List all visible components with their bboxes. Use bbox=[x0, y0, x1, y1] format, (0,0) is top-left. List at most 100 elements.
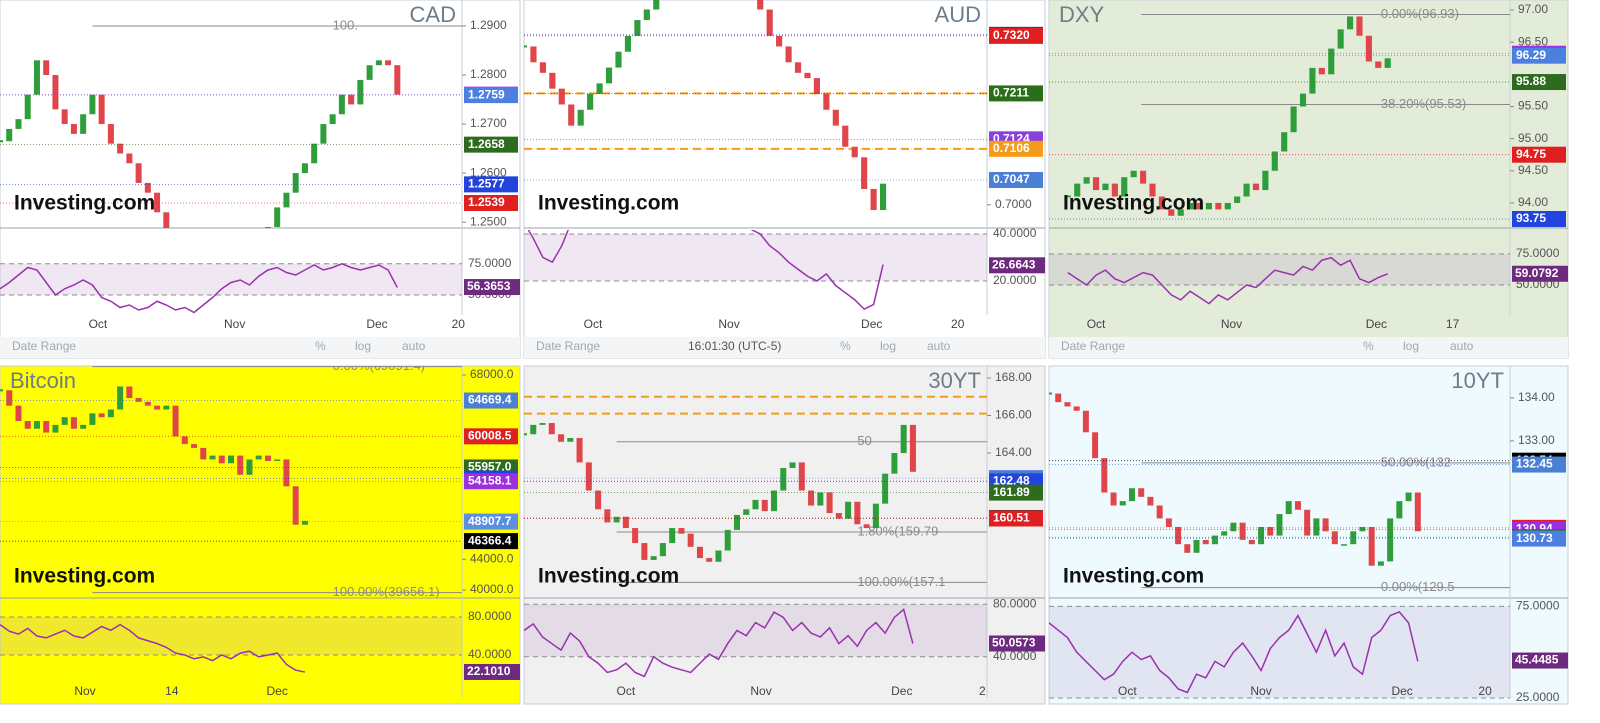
candle bbox=[1396, 501, 1403, 519]
candle bbox=[851, 146, 858, 158]
x-tick-label: 17 bbox=[1446, 317, 1460, 331]
toolbar-item[interactable]: log bbox=[1403, 339, 1419, 353]
candle bbox=[1328, 48, 1335, 75]
price-badge bbox=[464, 392, 518, 409]
candle bbox=[891, 453, 898, 474]
watermark: Investing.com bbox=[538, 565, 679, 588]
panel-background bbox=[523, 365, 1046, 705]
candle bbox=[89, 413, 96, 425]
candle bbox=[1384, 58, 1391, 68]
rsi-band bbox=[1049, 254, 1510, 286]
chart-title: AUD bbox=[935, 2, 981, 27]
candle bbox=[798, 462, 805, 491]
candle bbox=[743, 509, 750, 515]
price-badge bbox=[464, 473, 518, 490]
rsi-badge-label: 26.6643 bbox=[992, 257, 1036, 271]
candle bbox=[615, 51, 622, 68]
candle bbox=[587, 93, 594, 110]
candle bbox=[1252, 183, 1260, 191]
toolbar-item[interactable]: % bbox=[315, 339, 326, 353]
candle bbox=[1377, 561, 1384, 566]
rsi-pane bbox=[1049, 610, 1419, 694]
toolbar-item[interactable]: auto bbox=[1450, 339, 1474, 353]
candle bbox=[813, 78, 820, 94]
candle bbox=[375, 60, 382, 66]
candle bbox=[539, 62, 546, 73]
toolbar-item[interactable]: Date Range bbox=[12, 339, 76, 353]
candle bbox=[1299, 93, 1307, 107]
candle bbox=[1387, 518, 1394, 562]
candle bbox=[826, 492, 833, 514]
candle bbox=[817, 492, 824, 506]
candle bbox=[1258, 526, 1265, 545]
rsi-badge-label: 50.0573 bbox=[992, 636, 1036, 650]
candle bbox=[696, 546, 703, 559]
y-tick-label: 134.00 bbox=[1518, 390, 1555, 404]
rsi-tick-label: 80.0000 bbox=[468, 609, 512, 623]
candle bbox=[1221, 531, 1228, 536]
candle bbox=[1092, 432, 1099, 459]
x-tick-label: Nov bbox=[74, 684, 95, 698]
rsi-band bbox=[524, 604, 987, 657]
candle bbox=[1294, 501, 1301, 510]
toolbar-item[interactable]: % bbox=[840, 339, 851, 353]
chart-title: 10YT bbox=[1451, 368, 1504, 393]
candle bbox=[530, 46, 537, 63]
toolbar-item[interactable]: log bbox=[355, 339, 371, 353]
toolbar-item[interactable]: Date Range bbox=[1061, 339, 1125, 353]
candle bbox=[1138, 488, 1145, 497]
candle bbox=[1092, 177, 1100, 191]
candle bbox=[1211, 535, 1218, 545]
candle bbox=[1313, 518, 1320, 536]
toolbar-item[interactable]: auto bbox=[927, 339, 951, 353]
price-badge bbox=[989, 171, 1043, 188]
toolbar-time: 16:01:30 (UTC-5) bbox=[688, 339, 781, 353]
price-badge-label: 94.75 bbox=[1516, 147, 1546, 161]
candle bbox=[1147, 496, 1154, 506]
candle bbox=[854, 501, 861, 525]
candle bbox=[872, 503, 879, 529]
candle bbox=[870, 188, 877, 211]
candle bbox=[1121, 177, 1128, 197]
candle bbox=[1309, 67, 1316, 94]
candle bbox=[1111, 183, 1118, 197]
toolbar-item[interactable]: log bbox=[880, 339, 896, 353]
toolbar-item[interactable]: Date Range bbox=[536, 339, 600, 353]
candle bbox=[1102, 183, 1109, 191]
candle bbox=[126, 386, 133, 399]
rsi-band bbox=[524, 233, 987, 281]
candle bbox=[144, 182, 151, 193]
candle bbox=[311, 143, 318, 164]
fib-label: 38.20%(95.53) bbox=[1381, 96, 1466, 111]
price-badge bbox=[989, 27, 1043, 44]
price-badge-label: 55957.0 bbox=[468, 460, 512, 474]
rsi-tick-label: 40.0000 bbox=[993, 226, 1037, 240]
candle bbox=[126, 153, 133, 164]
price-badge-label: 132.45 bbox=[1516, 457, 1553, 471]
price-badge-label: 0.7106 bbox=[993, 141, 1030, 155]
toolbar-item[interactable]: % bbox=[1363, 339, 1374, 353]
y-tick-label: 1.2800 bbox=[470, 67, 507, 81]
toolbar-item[interactable]: auto bbox=[402, 339, 426, 353]
rsi-pane bbox=[0, 262, 398, 314]
candle bbox=[1158, 196, 1165, 210]
candle bbox=[1350, 531, 1357, 545]
candle bbox=[172, 405, 179, 437]
fib-label: 0.00%(129.5 bbox=[1381, 579, 1455, 594]
candle bbox=[61, 417, 68, 425]
candle bbox=[163, 405, 170, 410]
panel-background bbox=[523, 0, 1046, 359]
candle bbox=[292, 173, 299, 193]
rsi-line bbox=[527, 230, 884, 311]
candle bbox=[1101, 458, 1108, 493]
candle bbox=[70, 417, 77, 429]
price-badge-label: 95.88 bbox=[1516, 74, 1546, 88]
y-tick-label: 44000.0 bbox=[470, 551, 514, 565]
candle bbox=[909, 424, 916, 472]
candle bbox=[733, 514, 740, 530]
candle bbox=[900, 424, 907, 454]
candle bbox=[715, 550, 722, 562]
candle bbox=[1175, 526, 1182, 545]
y-tick-label: 1.2600 bbox=[470, 165, 507, 179]
